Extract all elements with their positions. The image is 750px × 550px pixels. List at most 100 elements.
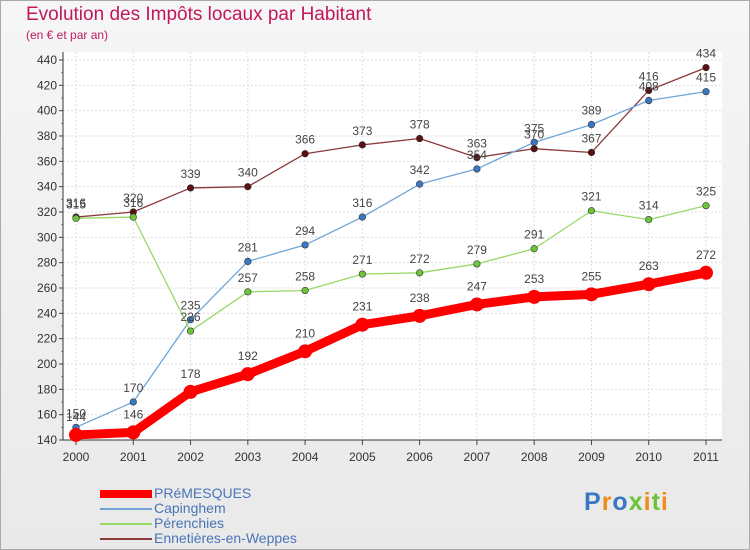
data-point — [473, 165, 481, 173]
data-point — [69, 427, 83, 442]
y-tick-label: 340 — [37, 180, 57, 194]
data-point — [473, 153, 481, 162]
data-label: 375 — [524, 121, 544, 135]
data-label: 178 — [181, 367, 201, 381]
legend-swatch — [100, 508, 152, 510]
data-label: 339 — [181, 167, 201, 181]
data-label: 316 — [123, 196, 143, 210]
data-label: 340 — [238, 166, 258, 180]
legend-label: Pérenchies — [154, 515, 225, 531]
x-tick-label: 2000 — [63, 450, 90, 464]
data-point — [473, 260, 481, 268]
data-point — [645, 86, 653, 94]
data-point — [530, 245, 538, 253]
y-tick-label: 300 — [37, 230, 57, 244]
x-tick-label: 2005 — [349, 450, 376, 464]
plot-area — [63, 52, 722, 440]
data-label: 320 — [123, 191, 143, 205]
series-line — [75, 91, 707, 428]
data-label: 170 — [123, 381, 143, 395]
data-label: 378 — [410, 118, 430, 132]
data-label: 415 — [696, 71, 716, 85]
x-tick-label: 2001 — [120, 450, 147, 464]
data-point — [129, 213, 137, 221]
data-point — [126, 425, 141, 440]
data-label: 294 — [295, 224, 315, 238]
x-tick-label: 2010 — [635, 450, 662, 464]
data-label: 315 — [66, 197, 86, 211]
y-tick-label: 440 — [37, 53, 57, 67]
data-label: 231 — [352, 300, 372, 314]
x-tick-label: 2007 — [464, 450, 491, 464]
data-point — [702, 63, 710, 72]
proxiti-logo: Proxiti — [584, 488, 669, 516]
x-tick-label: 2009 — [578, 450, 605, 464]
data-label: 366 — [295, 133, 315, 147]
data-point — [186, 316, 195, 324]
series-line — [75, 268, 707, 440]
data-point — [358, 270, 366, 278]
data-point — [244, 288, 252, 296]
data-label: 279 — [467, 243, 487, 257]
data-point — [584, 287, 599, 302]
data-point — [186, 327, 195, 335]
data-point — [412, 308, 427, 323]
data-label: 238 — [410, 291, 430, 305]
data-label: 235 — [181, 299, 201, 313]
x-tick-label: 2008 — [521, 450, 548, 464]
data-label: 226 — [181, 310, 201, 324]
x-tick-label: 2011 — [693, 450, 719, 464]
y-tick-label: 220 — [37, 332, 57, 346]
data-label: 144 — [66, 410, 86, 424]
legend-label: Ennetières-en-Weppes — [154, 530, 297, 546]
legend-label: Capinghem — [154, 500, 226, 516]
data-point — [244, 257, 252, 266]
data-point — [72, 214, 80, 222]
data-point — [301, 241, 309, 249]
y-tick-label: 140 — [37, 433, 57, 447]
data-point — [587, 207, 596, 215]
data-point — [186, 184, 195, 192]
data-label: 272 — [696, 248, 716, 262]
data-label: 325 — [696, 185, 716, 199]
x-tick-label: 2006 — [406, 450, 433, 464]
data-point — [416, 180, 424, 188]
data-point — [702, 202, 710, 210]
data-point — [702, 88, 710, 96]
y-tick-label: 320 — [37, 205, 57, 219]
legend-swatch — [100, 538, 152, 540]
y-tick-label: 160 — [37, 408, 57, 422]
data-point — [699, 265, 713, 280]
x-tick-label: 2003 — [234, 450, 261, 464]
data-label: 263 — [639, 259, 659, 273]
data-label: 363 — [467, 137, 487, 151]
data-label: 316 — [66, 196, 86, 210]
data-label: 389 — [581, 104, 601, 118]
y-tick-label: 400 — [37, 104, 57, 118]
chart-title: Evolution des Impôts locaux par Habitant — [26, 4, 372, 25]
legend-label: PRéMESQUES — [154, 485, 252, 501]
data-point — [358, 213, 366, 221]
data-label: 281 — [238, 240, 258, 254]
data-point — [298, 344, 313, 359]
data-point — [129, 398, 137, 406]
y-tick-label: 240 — [37, 306, 57, 320]
y-tick-label: 420 — [37, 78, 57, 92]
y-tick-label: 180 — [37, 382, 57, 396]
data-label: 210 — [295, 326, 315, 340]
data-point — [301, 150, 309, 158]
data-point — [355, 317, 370, 332]
x-tick-label: 2004 — [292, 450, 319, 464]
data-point — [645, 96, 653, 105]
data-label: 192 — [238, 349, 258, 363]
data-label: 272 — [410, 252, 430, 266]
series-line — [75, 66, 707, 218]
y-tick-label: 260 — [37, 281, 57, 295]
data-label: 367 — [581, 131, 601, 145]
series-line — [75, 205, 707, 332]
data-point — [301, 286, 309, 295]
data-label: 434 — [696, 47, 716, 61]
y-tick-label: 360 — [37, 154, 57, 168]
y-tick-label: 380 — [37, 129, 57, 143]
